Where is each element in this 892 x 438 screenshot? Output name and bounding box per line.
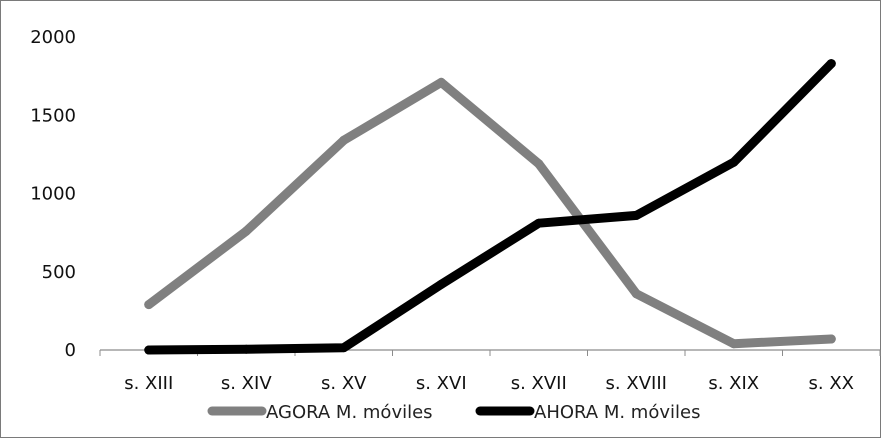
data-point [241,226,251,236]
x-tick-label: s. XVIII [606,373,667,394]
legend-label: AGORA M. móviles [266,402,433,423]
data-point [339,135,349,145]
y-tick-label: 2000 [30,27,76,48]
data-point [534,218,544,228]
data-point [241,344,251,354]
y-tick-label: 0 [65,340,76,361]
x-tick-label: s. XIX [708,373,759,394]
x-tick-label: s. XV [321,373,367,394]
data-point [826,334,836,344]
x-tick-label: s. XVII [511,373,567,394]
data-point [631,289,641,299]
x-tick-label: s. XVI [416,373,467,394]
data-point [436,77,446,87]
data-point [144,300,154,310]
x-tick-label: s. XIV [221,373,272,394]
data-point [144,345,154,355]
series-line-1 [144,77,836,349]
x-tick-label: s. XX [809,373,854,394]
data-point [534,159,544,169]
data-point [826,59,836,69]
data-point [729,339,739,349]
legend: AGORA M. móviles AHORA M. móviles [207,402,700,423]
series-line-2 [144,59,836,355]
axes: 0 500 1000 1500 2000 s. XIII s. XIV s. XV s. XVI… [30,27,881,394]
series-layer [144,59,836,355]
data-point [631,210,641,220]
data-point [436,279,446,289]
data-point [729,157,739,167]
y-tick-label: 1500 [30,105,76,126]
y-tick-label: 1000 [30,184,76,205]
legend-label: AHORA M. móviles [534,402,700,423]
data-point [339,343,349,353]
x-tick-label: s. XIII [124,373,173,394]
y-tick-label: 500 [42,262,76,283]
